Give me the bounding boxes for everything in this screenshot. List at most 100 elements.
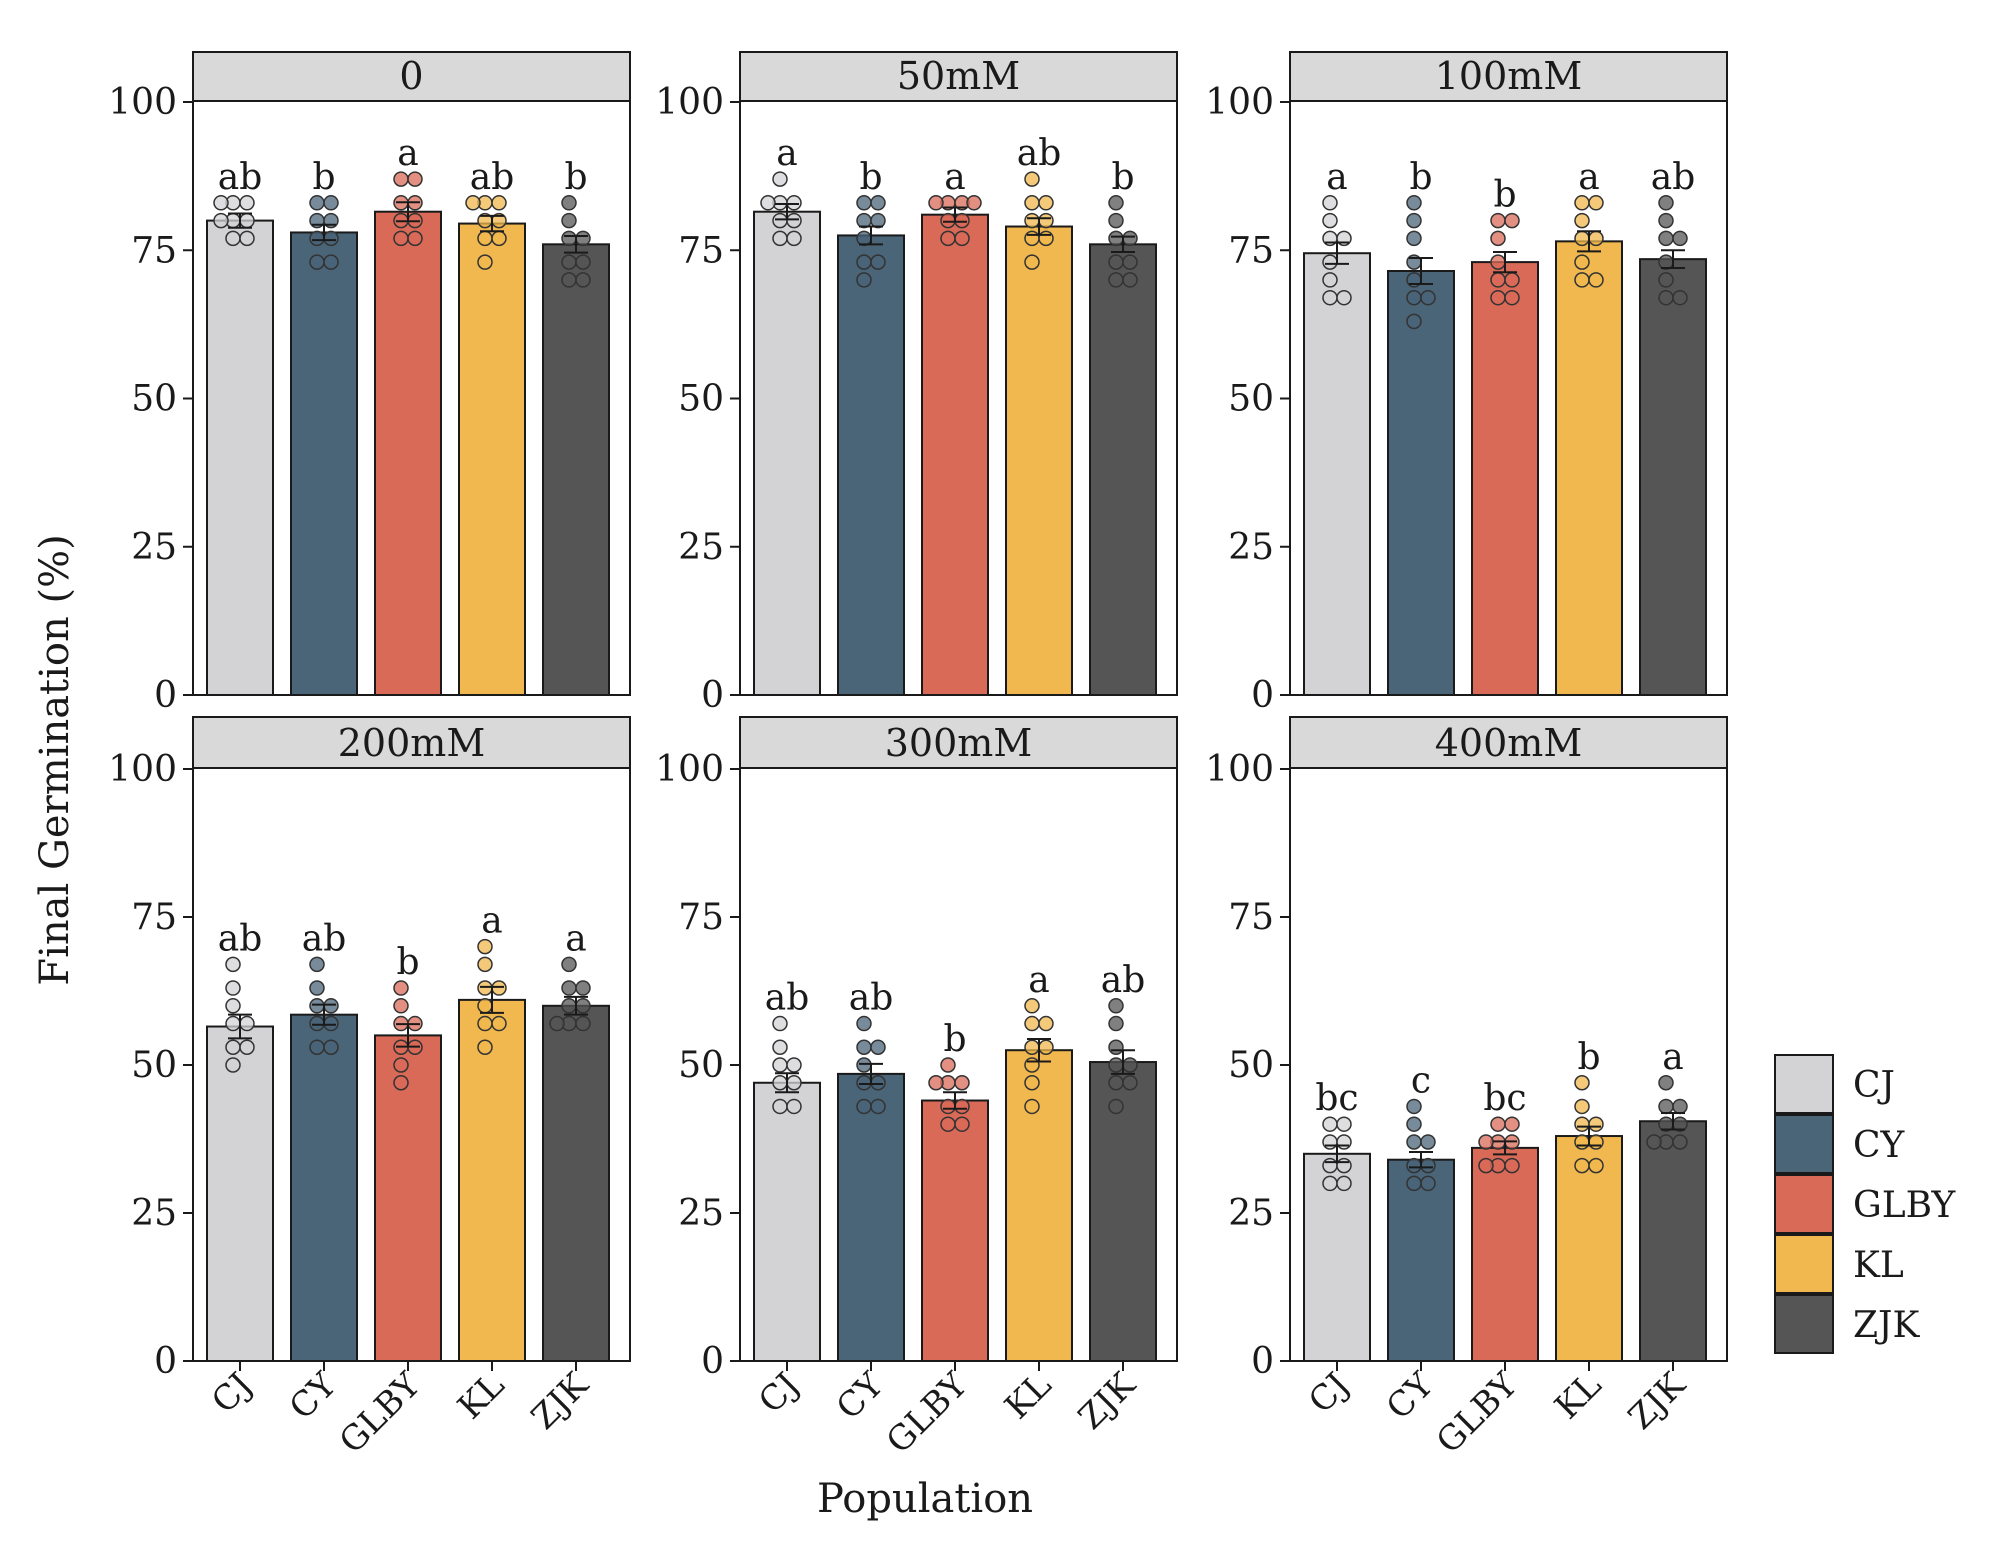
panel-1-point-kl-7	[491, 195, 507, 211]
panel-4-point-cy-3	[309, 1015, 325, 1032]
panel-6-point-cj-7	[1322, 1116, 1338, 1132]
panel-5-xtick-label-glby: GLBY	[879, 1365, 976, 1462]
panel-3-point-glby-1	[1490, 289, 1506, 306]
panel-3-point-zjk-4	[1658, 254, 1674, 270]
panel-5-point-glby-2	[954, 1116, 970, 1132]
panel-6-xtick-label-kl: KL	[1547, 1365, 1609, 1427]
panel-5-point-zjk-7	[1108, 1015, 1124, 1032]
panel-4-point-cy-7	[309, 980, 325, 996]
panel-5-point-cj-4	[786, 1075, 802, 1091]
panel-4-point-cj-6	[225, 998, 241, 1014]
panel-6-point-kl-5	[1574, 1116, 1590, 1132]
panel-3-point-glby-8	[1504, 212, 1520, 229]
panel-5-point-cj-7	[772, 1039, 788, 1055]
panel-6-point-glby-6	[1478, 1134, 1494, 1150]
panel-3-point-cj-8	[1322, 195, 1338, 211]
panel-4-letter-cj: ab	[218, 918, 263, 959]
panel-4-point-kl-4	[477, 998, 493, 1014]
panel-2-point-cj-7	[760, 195, 776, 211]
panel-5-xtick-label-zjk: ZJK	[1071, 1365, 1144, 1438]
panel-6-point-kl-7	[1574, 1098, 1590, 1115]
panel-6-point-glby-2	[1504, 1157, 1520, 1174]
panel-1-point-cj-4	[239, 212, 255, 229]
panel-1-bar-glby	[374, 210, 442, 697]
panel-2-point-zjk-4	[1122, 254, 1138, 270]
panel-6-xtick-label-glby: GLBY	[1429, 1365, 1526, 1462]
panel-5-point-glby-6	[954, 1075, 970, 1091]
panel-1-ytick-label-100: 100	[108, 82, 177, 123]
panel-5-letter-cy: ab	[849, 978, 894, 1019]
panel-2-point-zjk-1	[1108, 272, 1124, 288]
panel-5-point-cj-5	[772, 1057, 788, 1073]
panel-5-ytick-label-0: 0	[701, 1341, 724, 1382]
panel-4-point-kl-7	[477, 956, 493, 973]
panel-2-point-glby-8	[966, 195, 982, 211]
panel-6-point-kl-6	[1588, 1116, 1604, 1132]
panel-4-point-cj-2	[225, 1039, 241, 1055]
panel-1-point-cy-3	[309, 230, 325, 247]
panel-2-point-kl-3	[1038, 230, 1054, 247]
panel-4-point-cy-6	[323, 998, 339, 1014]
panel-3-point-kl-3	[1574, 254, 1590, 270]
panel-3-letter-kl: a	[1578, 157, 1599, 198]
panel-4-point-zjk-2	[575, 1015, 591, 1032]
panel-2-bar-kl	[1005, 225, 1073, 696]
panel-5-point-zjk-6	[1108, 1039, 1124, 1055]
panel-2-ytick-label-25: 25	[678, 527, 724, 568]
panel-3-point-glby-2	[1504, 289, 1520, 306]
panel-3-point-cj-2	[1336, 289, 1352, 306]
panel-4-point-cj-5	[239, 1015, 255, 1032]
panel-1-point-glby-2	[407, 230, 423, 247]
panel-5-bar-kl	[1005, 1049, 1073, 1362]
panel-6-point-cj-2	[1336, 1175, 1352, 1192]
panel-4-letter-cy: ab	[302, 918, 347, 959]
legend-label-cy: CY	[1853, 1125, 1906, 1166]
panel-3-ytick-label-25: 25	[1228, 527, 1274, 568]
panel-2-letter-cj: a	[776, 133, 797, 174]
panel-2-bar-glby	[921, 213, 989, 696]
panel-6-point-cj-1	[1322, 1175, 1338, 1192]
panel-2-point-zjk-6	[1122, 230, 1138, 247]
panel-5-ytick-label-50: 50	[678, 1045, 724, 1086]
panel-4-point-zjk-8	[561, 956, 577, 973]
panel-1-point-cy-4	[323, 230, 339, 247]
panel-3-letter-cy: b	[1409, 157, 1432, 198]
panel-4-letter-zjk: a	[565, 918, 586, 959]
panel-3-point-zjk-5	[1658, 230, 1674, 247]
panel-5-ytick-label-25: 25	[678, 1193, 724, 1234]
panel-6-point-kl-2	[1588, 1157, 1604, 1174]
panel-5-point-kl-2	[1024, 1075, 1040, 1091]
panel-5-point-cy-2	[870, 1098, 886, 1115]
panel-4-xtick-label-zjk: ZJK	[524, 1365, 597, 1438]
panel-4-xtick-label-cj: CJ	[204, 1365, 260, 1421]
panel-5-point-cy-3	[856, 1075, 872, 1091]
panel-1-point-zjk-7	[561, 212, 577, 229]
panel-2-letter-glby: a	[944, 157, 965, 198]
panel-4-letter-kl: a	[481, 901, 502, 942]
panel-2-ytick-label-75: 75	[678, 230, 724, 271]
panel-2-point-cj-1	[772, 230, 788, 247]
panel-1-bar-cj	[206, 219, 274, 696]
panel-4-ytick-label-100: 100	[108, 749, 177, 790]
panel-2-ytick-label-100: 100	[655, 82, 724, 123]
panel-4-point-zjk-6	[561, 980, 577, 996]
panel-6-point-zjk-3	[1646, 1134, 1662, 1150]
panel-2-point-cy-1	[856, 272, 872, 288]
panel-6-ytick-label-75: 75	[1228, 897, 1274, 938]
panel-3-ytick-label-50: 50	[1228, 379, 1274, 420]
panel-5-point-zjk-3	[1122, 1075, 1138, 1091]
panel-6-point-kl-1	[1574, 1157, 1590, 1174]
panel-1-point-cj-8	[213, 195, 229, 211]
panel-4-point-cy-4	[323, 1015, 339, 1032]
panel-5-point-cy-1	[856, 1098, 872, 1115]
panel-3-strip	[1289, 51, 1728, 102]
panel-4-ytick-label-50: 50	[131, 1045, 177, 1086]
panel-4-bar-cy	[290, 1013, 358, 1362]
panel-1-point-zjk-1	[561, 272, 577, 288]
panel-4-point-cy-2	[323, 1039, 339, 1055]
panel-1-point-kl-8	[465, 195, 481, 211]
panel-2-point-cy-4	[856, 230, 872, 247]
panel-5-ytick-label-75: 75	[678, 897, 724, 938]
panel-2-point-kl-2	[1024, 230, 1040, 247]
panel-5-letter-cj: ab	[765, 978, 810, 1019]
